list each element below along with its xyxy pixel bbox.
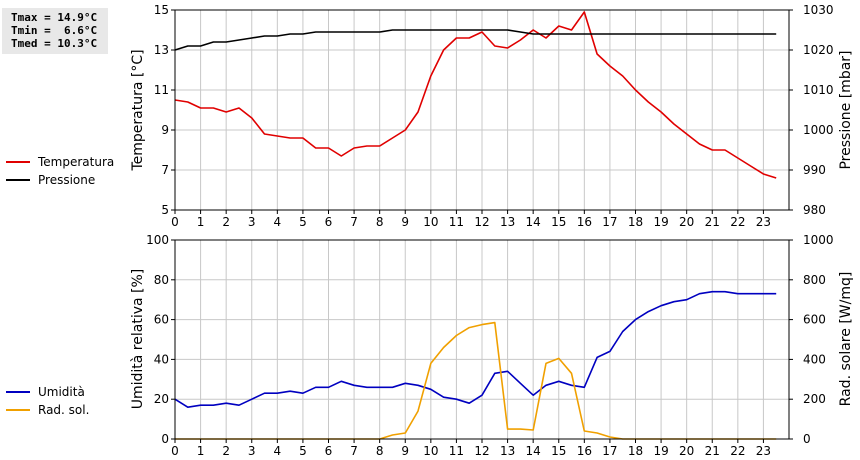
chart1-xtick-label: 17 xyxy=(602,215,617,229)
chart1-xtick-label: 5 xyxy=(299,215,307,229)
chart1-xtick-label: 0 xyxy=(171,215,179,229)
chart1-y2tick-label: 990 xyxy=(803,163,826,177)
legend-top: Temperatura Pressione xyxy=(6,155,114,187)
chart2-xtick-label: 9 xyxy=(401,444,409,458)
chart2-xtick-label: 19 xyxy=(653,444,668,458)
chart1-xtick-label: 2 xyxy=(222,215,230,229)
legend-bottom: Umidità Rad. sol. xyxy=(6,385,89,417)
chart1-y2tick-label: 1010 xyxy=(803,83,834,97)
chart2-xtick-label: 13 xyxy=(500,444,515,458)
series-line-temperatura xyxy=(174,11,777,179)
chart1-xtick-label: 7 xyxy=(350,215,358,229)
chart1-ytick-label: 11 xyxy=(154,83,169,97)
chart1-y2tick-label: 1020 xyxy=(803,43,834,57)
chart2-y2tick-label: 0 xyxy=(803,432,811,446)
chart1-xtick-label: 12 xyxy=(474,215,489,229)
series-line-rad-sol xyxy=(175,321,777,440)
chart1-xtick-label: 8 xyxy=(376,215,384,229)
chart2-y2tick-label: 600 xyxy=(803,313,826,327)
chart1-xtick-label: 18 xyxy=(628,215,643,229)
chart2-ticks: 0 1 2 3 4 5 6 7 8 9 10 11 12 13 14 15 16 17 18 19 20 21 22 2302… xyxy=(146,233,833,458)
chart2-xtick-label: 5 xyxy=(299,444,307,458)
chart2-y2tick-label: 1000 xyxy=(803,233,834,247)
chart2-xtick-label: 0 xyxy=(171,444,179,458)
legend-label-umidita: Umidità xyxy=(38,385,85,399)
chart1-y2tick-label: 980 xyxy=(803,203,826,217)
chart2-y2label: Rad. solare [W/mq] xyxy=(838,272,854,407)
chart2-xtick-label: 4 xyxy=(274,444,282,458)
chart1-xtick-label: 19 xyxy=(653,215,668,229)
chart2-ytick-label: 20 xyxy=(154,392,169,406)
chart2-xtick-label: 11 xyxy=(449,444,464,458)
chart1-y2tick-label: 1030 xyxy=(803,3,834,17)
chart1-ytick-label: 7 xyxy=(161,163,169,177)
chart2-xtick-label: 23 xyxy=(756,444,771,458)
chart1-xtick-label: 4 xyxy=(274,215,282,229)
chart2-ytick-label: 0 xyxy=(161,432,169,446)
chart2-y2tick-label: 200 xyxy=(803,392,826,406)
chart2-ytick-label: 40 xyxy=(154,352,169,366)
chart1-ylabel: Temperatura [°C] xyxy=(130,49,146,171)
chart1-ytick-label: 9 xyxy=(161,123,169,137)
chart2-xtick-label: 20 xyxy=(679,444,694,458)
chart1-xtick-label: 20 xyxy=(679,215,694,229)
chart1-xtick-label: 1 xyxy=(197,215,205,229)
chart1-xtick-label: 14 xyxy=(526,215,541,229)
chart2-ytick-label: 80 xyxy=(154,273,169,287)
chart2-ylabel: Umidità relativa [%] xyxy=(130,269,146,410)
stats-box: Tmax = 14.9°C Tmin = 6.6°C Tmed = 10.3°C xyxy=(2,8,108,54)
chart2-xtick-label: 2 xyxy=(222,444,230,458)
chart2-xtick-label: 15 xyxy=(551,444,566,458)
stat-tmed: Tmed = 10.3°C xyxy=(11,37,98,50)
chart2-series xyxy=(174,290,777,440)
chart2-xtick-label: 10 xyxy=(423,444,438,458)
chart2-xtick-label: 12 xyxy=(474,444,489,458)
chart2-y2tick-label: 400 xyxy=(803,352,826,366)
legend-label-temperatura: Temperatura xyxy=(37,155,114,169)
humidity-radiation-chart: 0 1 2 3 4 5 6 7 8 9 10 11 12 13 14 15 16 17 18 19 20 21 22 2302… xyxy=(130,233,854,458)
chart1-xtick-label: 6 xyxy=(325,215,333,229)
chart1-xtick-label: 10 xyxy=(423,215,438,229)
chart1-grid xyxy=(175,10,789,210)
chart2-xtick-label: 18 xyxy=(628,444,643,458)
chart2-xtick-label: 14 xyxy=(526,444,541,458)
chart2-xtick-label: 3 xyxy=(248,444,256,458)
series-line-umidit xyxy=(174,290,777,409)
chart1-xtick-label: 21 xyxy=(705,215,720,229)
legend-label-radsol: Rad. sol. xyxy=(38,403,89,417)
chart1-xtick-label: 15 xyxy=(551,215,566,229)
chart2-xtick-label: 6 xyxy=(325,444,333,458)
stat-tmax: Tmax = 14.9°C xyxy=(11,11,98,24)
stat-tmin: Tmin = 6.6°C xyxy=(11,24,98,37)
chart2-grid xyxy=(175,240,789,439)
chart2-xtick-label: 7 xyxy=(350,444,358,458)
chart1-series xyxy=(174,11,777,179)
chart1-ytick-label: 5 xyxy=(161,203,169,217)
chart1-xtick-label: 16 xyxy=(577,215,592,229)
chart1-y2label: Pressione [mbar] xyxy=(838,50,854,169)
chart2-xtick-label: 21 xyxy=(705,444,720,458)
chart1-xtick-label: 3 xyxy=(248,215,256,229)
chart1-xtick-label: 22 xyxy=(730,215,745,229)
temperature-pressure-chart: 0 1 2 3 4 5 6 7 8 9 10 11 12 13 14 15 16 17 18 19 20 21 22 2357… xyxy=(130,3,854,229)
chart1-ticks: 0 1 2 3 4 5 6 7 8 9 10 11 12 13 14 15 16 17 18 19 20 21 22 2357… xyxy=(154,3,834,229)
chart1-xtick-label: 13 xyxy=(500,215,515,229)
legend-label-pressione: Pressione xyxy=(38,173,95,187)
chart2-y2tick-label: 800 xyxy=(803,273,826,287)
chart1-ytick-label: 15 xyxy=(154,3,169,17)
chart1-xtick-label: 23 xyxy=(756,215,771,229)
chart2-ytick-label: 100 xyxy=(146,233,169,247)
chart2-xtick-label: 16 xyxy=(577,444,592,458)
chart1-ytick-label: 13 xyxy=(154,43,169,57)
chart2-xtick-label: 1 xyxy=(197,444,205,458)
series-line-pressione xyxy=(174,29,777,51)
chart2-xtick-label: 8 xyxy=(376,444,384,458)
chart1-y2tick-label: 1000 xyxy=(803,123,834,137)
chart2-xtick-label: 22 xyxy=(730,444,745,458)
chart1-xtick-label: 9 xyxy=(401,215,409,229)
chart2-xtick-label: 17 xyxy=(602,444,617,458)
chart2-ytick-label: 60 xyxy=(154,313,169,327)
chart1-xtick-label: 11 xyxy=(449,215,464,229)
